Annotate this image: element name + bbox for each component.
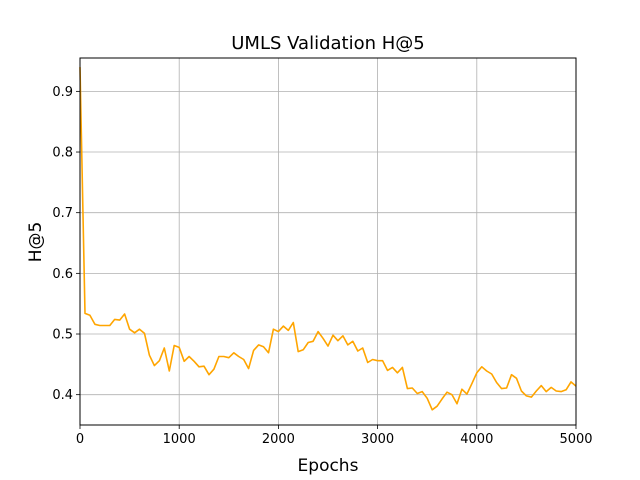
ticks: 0 1000 2000 3000 4000 5000 0.4 0.5 0.6 0.7 0.8 0.9	[52, 85, 592, 447]
x-tick-label: 4000	[460, 432, 493, 447]
x-tick-label: 0	[76, 432, 84, 447]
y-tick-label: 0.7	[52, 206, 73, 221]
plot-frame	[79, 57, 577, 426]
y-tick-label: 0.6	[52, 267, 73, 282]
x-tick-label: 3000	[361, 432, 394, 447]
x-tick-label: 5000	[559, 432, 592, 447]
grid	[79, 58, 577, 425]
x-tick-label: 2000	[262, 432, 295, 447]
y-tick-label: 0.5	[52, 328, 73, 343]
x-axis-title: Epochs	[298, 456, 359, 476]
y-tick-label: 0.8	[52, 146, 73, 161]
x-tick-label: 1000	[163, 432, 196, 447]
y-tick-label: 0.4	[52, 388, 73, 403]
series-layer	[79, 67, 577, 411]
y-axis-title: H@5	[26, 222, 46, 263]
chart-title: UMLS Validation H@5	[231, 33, 424, 54]
y-tick-label: 0.9	[52, 85, 73, 100]
plot-area	[80, 58, 576, 425]
series-line	[79, 67, 577, 411]
